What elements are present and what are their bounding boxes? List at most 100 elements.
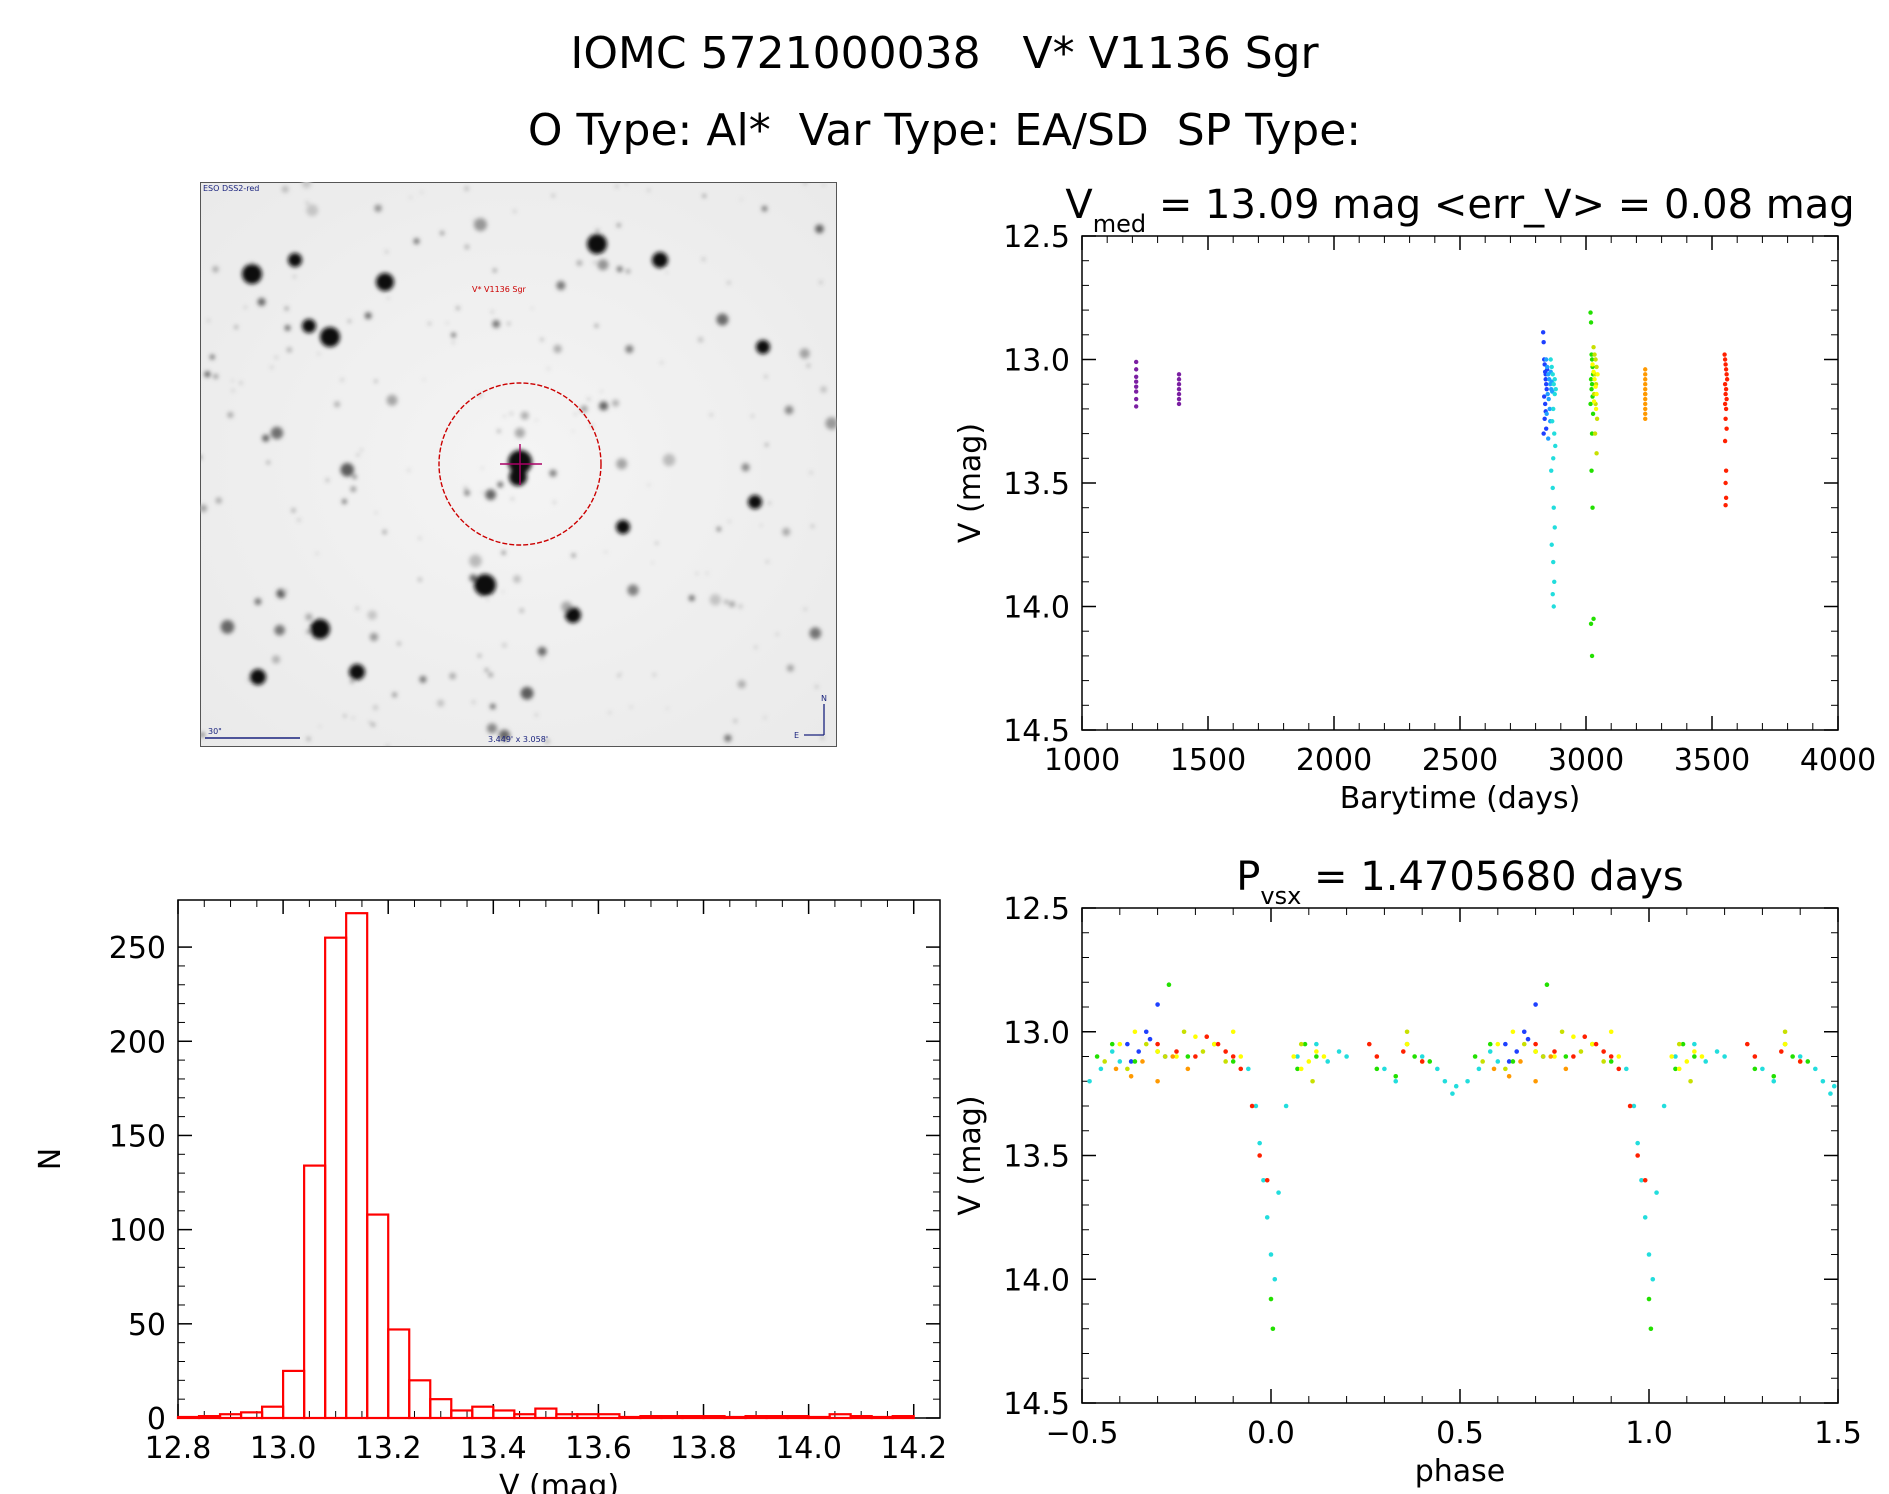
finder-star bbox=[374, 204, 382, 212]
light-curve-ylabel: V (mag) bbox=[953, 423, 988, 543]
light-curve-point bbox=[1591, 369, 1596, 375]
phased-point bbox=[1582, 1034, 1588, 1039]
light-curve-title-rest: = 13.09 mag <err_V> = 0.08 mag bbox=[1146, 182, 1855, 228]
finder-star bbox=[803, 182, 807, 185]
finder-star bbox=[477, 654, 482, 658]
light-curve-point bbox=[1595, 372, 1600, 377]
phased-point bbox=[1412, 1054, 1417, 1059]
finder-star bbox=[341, 378, 344, 381]
phased-point bbox=[1404, 1029, 1410, 1035]
finder-star bbox=[200, 504, 207, 513]
finder-star bbox=[340, 463, 355, 477]
light-curve-point bbox=[1541, 394, 1547, 399]
finder-star bbox=[452, 341, 455, 344]
phased-point bbox=[1174, 1049, 1179, 1054]
finder-star bbox=[200, 732, 205, 738]
phased-point bbox=[1170, 1054, 1176, 1059]
histogram-ytick-label: 250 bbox=[109, 931, 166, 966]
phased-title: Pvsx = 1.4705680 days bbox=[1236, 854, 1683, 910]
histogram-xtick-label: 13.0 bbox=[250, 1431, 317, 1466]
phased-point bbox=[1087, 1078, 1092, 1084]
light-curve-point bbox=[1643, 416, 1648, 421]
phased-point bbox=[1578, 1049, 1584, 1054]
finder-star bbox=[535, 713, 538, 716]
finder-star bbox=[501, 550, 506, 555]
phased-point bbox=[1797, 1054, 1803, 1059]
finder-star bbox=[655, 542, 658, 545]
phased-point bbox=[1147, 1036, 1153, 1042]
phased-point bbox=[1366, 1041, 1372, 1047]
phased-point bbox=[1680, 1041, 1686, 1047]
finder-star bbox=[342, 499, 347, 504]
phased-point bbox=[1525, 1036, 1531, 1042]
phased-point bbox=[1661, 1103, 1667, 1109]
phased-point bbox=[1559, 1029, 1565, 1035]
finder-star bbox=[291, 508, 296, 513]
light-curve-point bbox=[1552, 377, 1557, 382]
finder-star bbox=[630, 706, 633, 709]
finder-bright-star bbox=[756, 340, 770, 354]
light-curve-point bbox=[1592, 352, 1597, 357]
light-curve-point bbox=[1724, 396, 1729, 402]
phased-point bbox=[1487, 1049, 1493, 1054]
finder-star bbox=[382, 530, 387, 534]
light-curve-point bbox=[1133, 359, 1139, 365]
light-curve-title-sub: med bbox=[1093, 210, 1146, 238]
light-curve-point bbox=[1176, 396, 1182, 402]
finder-bright-star bbox=[320, 327, 340, 347]
phased-point bbox=[1298, 1041, 1304, 1047]
light-curve-point bbox=[1133, 389, 1139, 394]
phased-point bbox=[1476, 1066, 1482, 1072]
light-curve-point bbox=[1540, 330, 1546, 335]
light-curve-point bbox=[1722, 352, 1727, 357]
finder-star bbox=[786, 664, 794, 672]
light-curve-point bbox=[1550, 372, 1555, 377]
phased-point bbox=[1155, 1002, 1160, 1007]
phased-point bbox=[1521, 1029, 1527, 1035]
finder-bright-star bbox=[242, 264, 262, 284]
phased-point bbox=[1298, 1066, 1304, 1072]
phased-point bbox=[1136, 1049, 1141, 1054]
phased-point bbox=[1650, 1276, 1656, 1282]
phased-point bbox=[1374, 1054, 1380, 1059]
light-curve-point bbox=[1643, 377, 1648, 382]
finder-star bbox=[751, 414, 754, 418]
phased-point bbox=[1563, 1054, 1569, 1059]
phased-xtick-label: 1.5 bbox=[1814, 1416, 1862, 1451]
finder-star bbox=[556, 280, 566, 291]
phased-point bbox=[1548, 1054, 1554, 1059]
phased-plot: Pvsx = 1.4705680 days phase V (mag) −0.5… bbox=[953, 854, 1862, 1489]
finder-star bbox=[503, 415, 506, 418]
finder-star bbox=[537, 646, 547, 656]
finder-bright-star bbox=[250, 669, 266, 685]
phased-point bbox=[1518, 1059, 1523, 1064]
light-curve-point bbox=[1176, 377, 1182, 382]
finder-star bbox=[234, 325, 238, 329]
histogram-bar bbox=[197, 1415, 222, 1420]
finder-star bbox=[617, 674, 620, 677]
light-curve-point bbox=[1550, 419, 1555, 424]
phased-point bbox=[1253, 1103, 1259, 1109]
phased-point bbox=[1374, 1066, 1380, 1072]
light-curve-point bbox=[1133, 384, 1139, 389]
phased-point bbox=[1435, 1066, 1440, 1072]
light-curve-point bbox=[1542, 416, 1547, 421]
finder-star bbox=[535, 419, 538, 422]
light-curve-point bbox=[1176, 391, 1182, 397]
histogram-bar bbox=[576, 1413, 600, 1420]
light-curve-point bbox=[1592, 431, 1598, 436]
finder-star bbox=[660, 361, 663, 364]
phased-point bbox=[1692, 1054, 1697, 1059]
light-curve-point bbox=[1589, 468, 1594, 473]
light-curve-point bbox=[1643, 386, 1648, 392]
finder-star bbox=[372, 705, 379, 711]
phased-point bbox=[1276, 1190, 1281, 1195]
phased-point bbox=[1249, 1103, 1255, 1109]
finder-star bbox=[257, 297, 266, 307]
phased-point bbox=[1117, 1059, 1123, 1064]
phased-point bbox=[1268, 1296, 1274, 1302]
light-curve-point bbox=[1643, 367, 1648, 372]
finder-target-marker bbox=[438, 382, 602, 546]
finder-star bbox=[616, 458, 628, 470]
finder-star bbox=[702, 194, 706, 198]
